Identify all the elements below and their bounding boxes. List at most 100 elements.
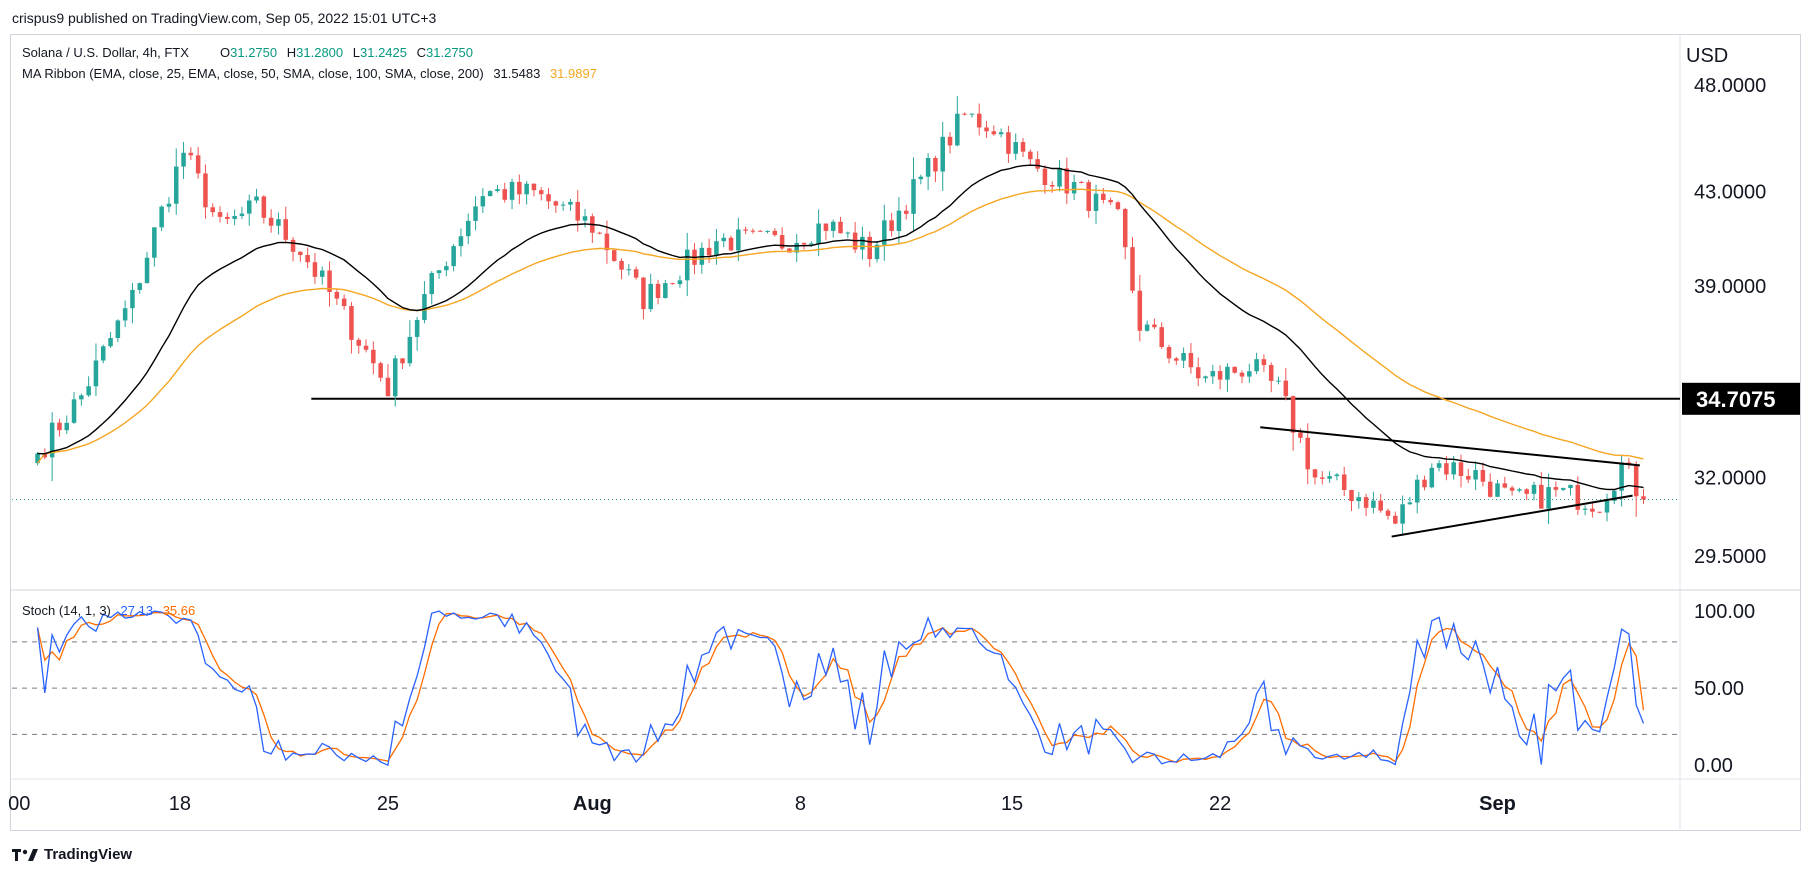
candle bbox=[349, 301, 354, 354]
candle-body bbox=[918, 176, 924, 180]
candle-body bbox=[42, 453, 48, 458]
candle-body bbox=[1575, 484, 1581, 510]
candle bbox=[122, 300, 128, 328]
candle bbox=[626, 264, 632, 276]
candle bbox=[517, 174, 522, 205]
candle bbox=[188, 147, 194, 161]
candle-body bbox=[1619, 462, 1624, 491]
candle bbox=[757, 230, 763, 232]
candle bbox=[173, 148, 179, 215]
candle bbox=[1582, 505, 1588, 516]
candle-body bbox=[568, 201, 573, 205]
candle-body bbox=[1188, 353, 1194, 368]
candle bbox=[1064, 157, 1070, 205]
candle bbox=[115, 319, 121, 343]
price-pane[interactable] bbox=[12, 96, 1680, 538]
candle bbox=[1385, 508, 1391, 520]
stoch-k-line bbox=[36, 610, 1645, 767]
candle-body bbox=[1057, 168, 1062, 187]
candle bbox=[633, 266, 639, 280]
candle bbox=[458, 228, 464, 257]
candle bbox=[444, 261, 449, 277]
candle bbox=[1378, 493, 1383, 513]
candle bbox=[750, 228, 756, 234]
candle-body bbox=[1115, 202, 1121, 210]
candle bbox=[772, 228, 778, 237]
candle-body bbox=[1159, 327, 1164, 348]
candle bbox=[845, 231, 851, 238]
candle bbox=[49, 412, 55, 482]
candle-body bbox=[1217, 371, 1223, 380]
candle-body bbox=[1254, 359, 1259, 372]
candle bbox=[1466, 468, 1471, 484]
candle-body bbox=[1480, 470, 1486, 482]
candle-body bbox=[108, 338, 113, 347]
candle bbox=[765, 230, 770, 234]
candle bbox=[1225, 363, 1230, 392]
candle bbox=[1597, 511, 1602, 514]
candle bbox=[1356, 492, 1362, 509]
candle bbox=[305, 247, 310, 269]
candle-body bbox=[1064, 168, 1070, 194]
candle bbox=[1108, 197, 1113, 205]
candle-body bbox=[955, 113, 960, 146]
candle-body bbox=[130, 289, 135, 309]
candle bbox=[79, 393, 84, 406]
stoch-pane[interactable] bbox=[12, 610, 1680, 767]
candle bbox=[1020, 138, 1026, 158]
candle bbox=[166, 197, 172, 213]
time-tick-label: 15 bbox=[1001, 793, 1023, 815]
candle-body bbox=[1174, 358, 1179, 361]
candle bbox=[1057, 159, 1062, 192]
candle-body bbox=[290, 239, 296, 252]
candle bbox=[1393, 511, 1398, 525]
candle-body bbox=[1130, 247, 1135, 291]
candle-body bbox=[779, 235, 785, 249]
candle-body bbox=[122, 308, 128, 321]
candle bbox=[1174, 356, 1179, 365]
candle-body bbox=[845, 232, 851, 234]
footer-brand[interactable]: TradingView bbox=[12, 846, 132, 863]
stoch-tick-label: 50.00 bbox=[1694, 678, 1744, 700]
price-axis[interactable]: USD 48.0000 43.0000 39.0000 32.0000 29.5000 34… bbox=[1682, 45, 1800, 568]
candle bbox=[385, 364, 391, 397]
candle-body bbox=[1393, 515, 1398, 524]
candle bbox=[1436, 460, 1442, 472]
candle bbox=[925, 153, 931, 191]
candle bbox=[976, 103, 982, 136]
candle-body bbox=[772, 230, 778, 236]
candle-body bbox=[1122, 209, 1128, 248]
candle-body bbox=[1247, 371, 1252, 377]
time-axis[interactable]: 00 18 25 Aug 8 15 22 Sep bbox=[8, 793, 1516, 815]
candle bbox=[1371, 491, 1376, 514]
candle-body bbox=[1298, 432, 1303, 438]
candle-body bbox=[765, 230, 770, 232]
candle bbox=[874, 240, 880, 263]
stoch-axis[interactable]: 100.00 50.00 0.00 bbox=[1694, 601, 1755, 777]
candle-body bbox=[947, 136, 953, 146]
candle bbox=[57, 418, 62, 437]
candle bbox=[1268, 362, 1274, 393]
candle-body bbox=[86, 386, 91, 396]
candle bbox=[1422, 475, 1427, 491]
candle-body bbox=[1101, 193, 1106, 201]
candle bbox=[524, 181, 529, 205]
candle-body bbox=[1436, 463, 1442, 468]
candle bbox=[1480, 462, 1486, 487]
candle bbox=[998, 128, 1004, 138]
candle bbox=[1093, 184, 1099, 224]
candle bbox=[100, 344, 106, 364]
candle bbox=[312, 253, 318, 284]
candle-body bbox=[1553, 487, 1559, 490]
candle bbox=[195, 146, 201, 179]
candle bbox=[1283, 368, 1289, 401]
candle bbox=[889, 212, 894, 237]
candle-body bbox=[1400, 504, 1405, 524]
candle-body bbox=[1312, 469, 1318, 478]
candle bbox=[531, 183, 537, 197]
candle-body bbox=[626, 269, 632, 271]
candle bbox=[918, 174, 924, 185]
candle-body bbox=[816, 223, 821, 244]
candle-body bbox=[1195, 367, 1201, 379]
